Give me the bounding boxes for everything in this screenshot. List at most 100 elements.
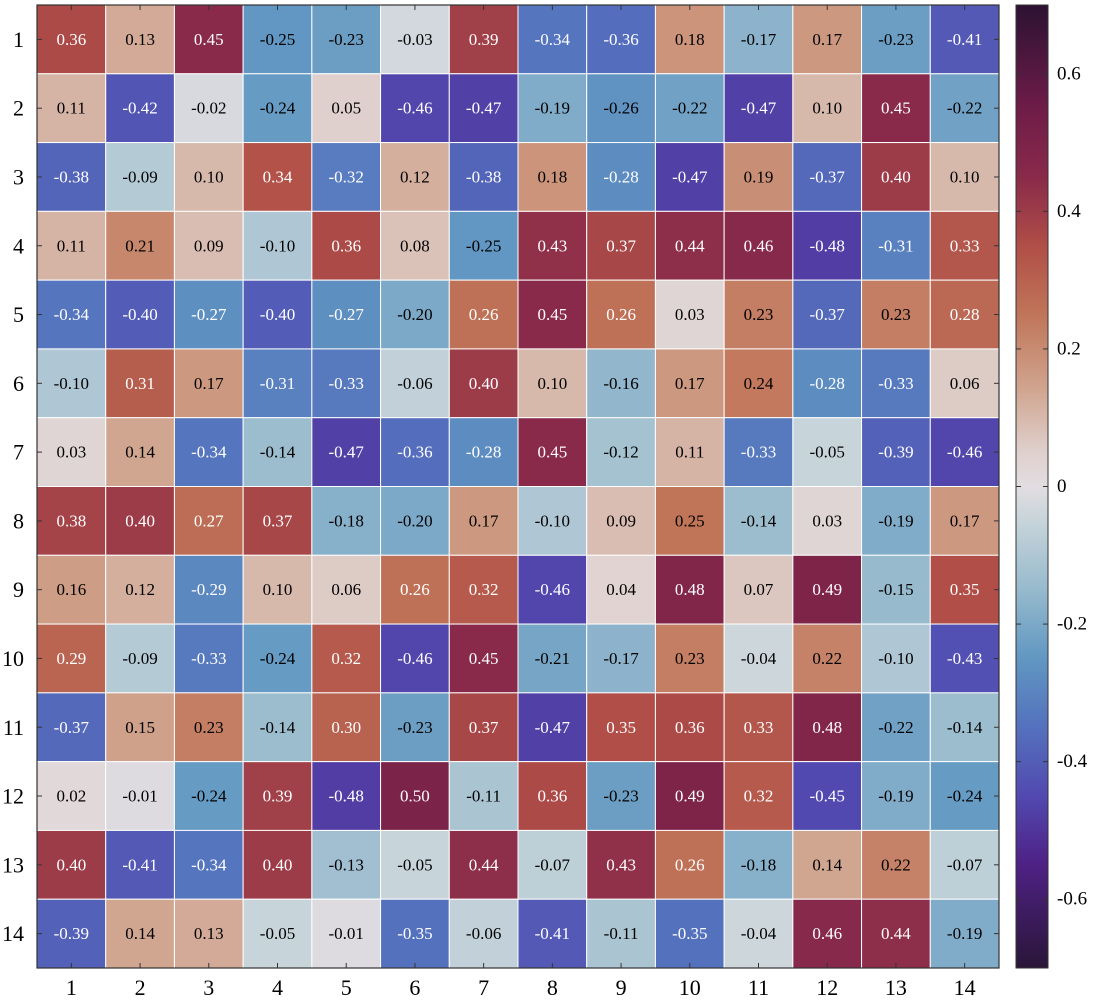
cell-value-label: -0.27 [329,305,365,324]
cell-value-label: 0.14 [125,924,155,943]
cell-value-label: 0.44 [881,924,911,943]
plot-frame [36,4,1000,969]
heatmap-cell-r9-c4 [242,554,313,625]
cell-value-label: -0.28 [466,443,501,462]
heatmap-cell-r13-c14 [929,829,1000,900]
cell-value-label: -0.18 [741,855,776,874]
cell-value-label: 0.26 [675,855,705,874]
heatmap-cell-r11-c2 [105,692,175,763]
heatmap-cell-r14-c10 [654,898,725,969]
y-tick-label: 3 [13,164,24,189]
cell-value-label: -0.11 [466,787,501,806]
heatmap-cell-r3-c11 [723,142,794,212]
cell-value-label: -0.04 [741,924,777,943]
cell-value-label: -0.01 [122,787,157,806]
cell-value-label: -0.05 [260,924,295,943]
y-tick-label: 10 [2,646,24,671]
cell-value-label: -0.33 [329,374,364,393]
cell-value-label: 0.40 [263,855,293,874]
heatmap-cells [36,4,1000,969]
heatmap-cell-r12-c10 [654,761,725,831]
x-tick-label: 1 [66,975,77,1000]
cell-value-label: 0.36 [537,787,567,806]
cell-value-label: 0.37 [263,511,293,530]
cell-value-label: -0.37 [810,305,846,324]
cell-value-label: 0.26 [606,305,636,324]
cell-value-label: 0.34 [263,167,293,186]
cell-value-label: -0.09 [122,167,157,186]
cell-value-label: 0.06 [950,374,980,393]
x-tick-label: 14 [954,975,976,1000]
heatmap-cell-r10-c8 [517,623,588,694]
heatmap-cell-r8-c10 [654,486,725,556]
cell-value-label: -0.22 [672,99,707,118]
heatmap-cell-r12-c12 [792,761,863,831]
cell-value-label: 0.06 [331,580,361,599]
heatmap-cell-r4-c8 [517,210,588,281]
cell-value-label: 0.17 [950,511,980,530]
cell-value-label: -0.41 [535,924,570,943]
y-tick-label: 2 [13,96,24,121]
cell-value-label: 0.28 [950,305,980,324]
cell-value-label: -0.47 [535,718,571,737]
cell-value-label: -0.33 [741,443,776,462]
cell-value-label: 0.30 [331,718,361,737]
heatmap-cell-r7-c7 [448,417,519,488]
heatmap-cell-r12-c8 [517,761,588,831]
cell-value-label: -0.20 [397,511,432,530]
heatmap-cell-r14-c9 [586,898,656,969]
cell-value-label: 0.23 [194,718,224,737]
cell-value-label: -0.47 [741,99,777,118]
cell-value-label: 0.14 [812,855,842,874]
y-tick-label: 9 [13,577,24,602]
cell-value-label: 0.40 [469,374,499,393]
cell-value-label: -0.33 [191,649,226,668]
y-tick-label: 5 [13,302,24,327]
cell-value-label: -0.24 [260,99,296,118]
cell-value-label: 0.25 [675,511,705,530]
cell-value-label: 0.40 [881,167,911,186]
cell-value-label: -0.23 [603,787,638,806]
heatmap-cell-r7-c8 [517,417,588,488]
heatmap-cell-r9-c8 [517,554,588,625]
y-tick-label: 7 [13,440,24,465]
heatmap-cell-r1-c2 [105,4,175,75]
cell-value-label: -0.17 [741,30,777,49]
heatmap-cell-r6-c12 [792,348,863,419]
cell-value-label: 0.49 [675,787,705,806]
heatmap-cell-r10-c1 [36,623,107,694]
heatmap-cell-r7-c3 [173,417,244,488]
cell-value-label: -0.38 [466,167,501,186]
heatmap-cell-r2-c6 [380,73,450,144]
cell-value-label: 0.44 [675,236,705,255]
cell-value-label: -0.19 [878,787,913,806]
colorbar-tick-label: 0 [1057,476,1067,497]
cell-value-label: -0.32 [329,167,364,186]
cell-value-label: 0.37 [469,718,499,737]
heatmap-cell-r10-c3 [173,623,244,694]
colorbar-gradient [1016,5,1048,968]
heatmap-cell-r4-c12 [792,210,863,281]
heatmap-cell-r9-c7 [448,554,519,625]
heatmap-cell-r6-c6 [380,348,450,419]
heatmap-cell-r7-c5 [311,417,382,488]
cell-value-label: -0.15 [878,580,913,599]
cell-value-label: 0.33 [744,718,774,737]
heatmap-cell-r3-c12 [792,142,863,212]
cell-value-label: 0.13 [125,30,155,49]
cell-value-label: 0.11 [675,443,704,462]
heatmap-cell-r8-c4 [242,486,313,556]
heatmap-cell-r14-c11 [723,898,794,969]
heatmap-cell-r14-c13 [861,898,931,969]
heatmap-cell-r2-c13 [861,73,931,144]
heatmap-cell-r7-c12 [792,417,863,488]
cell-value-label: 0.45 [537,443,567,462]
heatmap-cell-r3-c10 [654,142,725,212]
cell-value-label: 0.48 [675,580,705,599]
cell-value-label: 0.23 [881,305,911,324]
heatmap-cell-r4-c7 [448,210,519,281]
cell-value-label: -0.12 [603,443,638,462]
heatmap-cell-r13-c8 [517,829,588,900]
heatmap-cell-r6-c14 [929,348,1000,419]
